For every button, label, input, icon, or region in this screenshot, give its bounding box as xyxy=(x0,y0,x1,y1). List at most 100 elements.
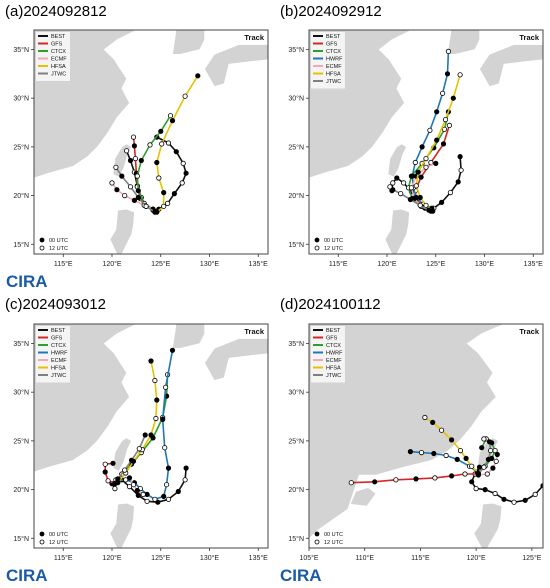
x-tick-label: 120°E xyxy=(467,554,486,562)
x-tick-label: 130°E xyxy=(475,260,494,268)
track-point xyxy=(423,156,429,162)
legend-point-label: 12 UTC xyxy=(324,246,343,252)
track-point xyxy=(122,193,128,199)
land-shape xyxy=(204,338,268,381)
track-point xyxy=(423,202,429,208)
land-shape xyxy=(545,316,550,348)
track-point xyxy=(501,496,507,502)
track-point xyxy=(154,397,160,403)
x-tick-label: 125°E xyxy=(426,260,445,268)
track-point xyxy=(148,432,154,438)
track-point xyxy=(433,160,439,166)
track-point xyxy=(154,159,160,166)
track-point xyxy=(426,207,432,213)
legend-label-ctcx: CTCX xyxy=(326,49,341,55)
track-point xyxy=(161,203,167,209)
legend-label-best: BEST xyxy=(51,34,66,40)
legend-point-label: 00 UTC xyxy=(324,238,343,244)
track-point xyxy=(161,493,167,499)
track-point xyxy=(511,499,517,505)
track-point xyxy=(171,191,177,197)
track-point xyxy=(183,170,189,176)
track-point xyxy=(164,482,170,488)
x-tick-label: 135°E xyxy=(524,260,543,268)
track-point xyxy=(423,164,429,170)
track-point xyxy=(169,118,176,124)
track-point xyxy=(434,137,440,143)
track-point xyxy=(135,194,141,201)
legend-label-best: BEST xyxy=(326,34,341,40)
track-point xyxy=(131,143,137,149)
legend-label-ctcx: CTCX xyxy=(51,343,66,349)
track-point xyxy=(457,448,464,454)
track-point xyxy=(439,427,445,433)
track-point xyxy=(160,416,166,423)
track-point xyxy=(165,200,171,206)
land-shape xyxy=(309,324,505,539)
track-point xyxy=(348,480,354,486)
land-shape xyxy=(387,143,407,178)
track-point xyxy=(143,203,149,209)
land-shape xyxy=(349,487,377,507)
land-shape xyxy=(479,44,543,87)
y-tick-label: 35°N xyxy=(288,340,304,348)
track-point xyxy=(422,414,428,421)
y-tick-label: 25°N xyxy=(13,143,29,151)
legend-label-ecmf: ECMF xyxy=(51,358,67,364)
track-point xyxy=(183,465,189,471)
y-tick-label: 20°N xyxy=(13,192,29,200)
panel-title: (c)2024093012 xyxy=(5,296,106,313)
track-point xyxy=(398,191,404,197)
track-map-d: 105°E 110°E 115°E 120°E 125°E 15°N 20°N 25°N 30°… xyxy=(288,316,550,562)
track-point xyxy=(481,464,487,470)
track-point xyxy=(449,473,455,479)
track-point xyxy=(463,455,469,461)
track-point xyxy=(156,175,162,181)
legend-point-label: 00 UTC xyxy=(324,532,343,538)
y-tick-label: 20°N xyxy=(288,192,304,200)
legend-label-best: BEST xyxy=(51,328,66,334)
track-point xyxy=(159,141,165,147)
y-tick-label: 20°N xyxy=(288,486,304,494)
track-point xyxy=(440,90,446,96)
panel-label: Track xyxy=(519,33,539,42)
x-tick-label: 120°E xyxy=(377,260,396,268)
legend-marker-filled xyxy=(314,237,320,243)
track-point xyxy=(138,157,144,164)
x-tick-label: 125°E xyxy=(522,554,541,562)
y-tick-label: 15°N xyxy=(13,535,29,543)
track-point xyxy=(479,445,485,451)
legend-box xyxy=(311,326,345,383)
legend-label-hfsa: HFSA xyxy=(326,72,341,78)
x-tick-label: 115°E xyxy=(54,554,73,562)
track-point xyxy=(455,179,461,185)
track-point xyxy=(407,196,413,203)
track-point xyxy=(439,199,445,205)
track-point xyxy=(415,169,421,175)
x-tick-label: 120°E xyxy=(102,554,121,562)
panel-title: (d)2024100112 xyxy=(280,296,381,313)
x-tick-label: 135°E xyxy=(249,260,268,268)
track-point xyxy=(135,188,141,194)
legend-label-gfs: GFS xyxy=(51,336,63,342)
legend-marker-open xyxy=(39,245,45,251)
track-point xyxy=(427,127,433,133)
legend-point-label: 12 UTC xyxy=(49,540,68,546)
cira-logo: CIRA xyxy=(6,566,48,586)
track-point xyxy=(445,48,451,54)
legend-label-gfs: GFS xyxy=(326,336,338,342)
x-tick-label: 125°E xyxy=(151,554,170,562)
track-point xyxy=(457,154,463,160)
land-shape xyxy=(109,502,135,548)
track-point xyxy=(165,496,172,502)
track-point xyxy=(454,456,460,462)
y-tick-label: 20°N xyxy=(13,486,29,494)
track-point xyxy=(147,142,153,148)
track-point xyxy=(135,492,141,498)
legend-label-ecmf: ECMF xyxy=(326,358,342,364)
track-point xyxy=(444,71,451,77)
x-tick-label: 115°E xyxy=(329,260,348,268)
x-tick-label: 130°E xyxy=(200,260,219,268)
land-shape xyxy=(447,30,480,55)
track-point xyxy=(522,497,528,503)
